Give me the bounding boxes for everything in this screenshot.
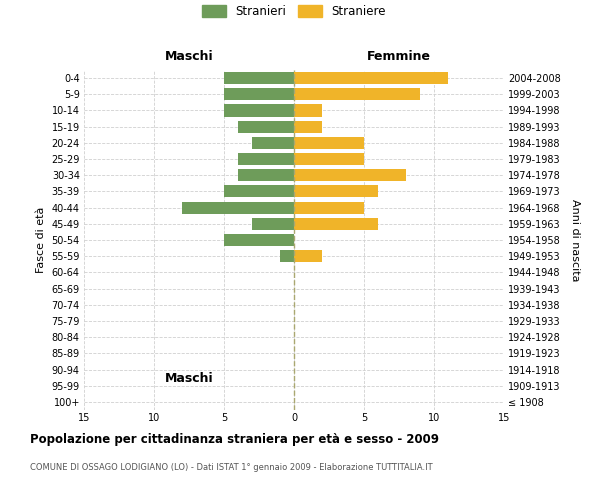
Bar	[294, 186, 378, 198]
Y-axis label: Fasce di età: Fasce di età	[36, 207, 46, 273]
Text: COMUNE DI OSSAGO LODIGIANO (LO) - Dati ISTAT 1° gennaio 2009 - Elaborazione TUTT: COMUNE DI OSSAGO LODIGIANO (LO) - Dati I…	[30, 462, 433, 471]
Bar	[294, 137, 364, 149]
Bar	[294, 153, 364, 165]
Bar	[294, 169, 406, 181]
Bar	[238, 169, 294, 181]
Y-axis label: Anni di nascita: Anni di nascita	[571, 198, 580, 281]
Bar	[224, 186, 294, 198]
Text: Maschi: Maschi	[164, 372, 214, 385]
Bar	[280, 250, 294, 262]
Bar	[252, 137, 294, 149]
Bar	[294, 88, 420, 101]
Bar	[294, 218, 378, 230]
Bar	[294, 104, 322, 117]
Bar	[182, 202, 294, 213]
Text: Popolazione per cittadinanza straniera per età e sesso - 2009: Popolazione per cittadinanza straniera p…	[30, 432, 439, 446]
Bar	[238, 153, 294, 165]
Bar	[224, 88, 294, 101]
Bar	[294, 202, 364, 213]
Bar	[224, 104, 294, 117]
Bar	[294, 72, 448, 84]
Text: Femmine: Femmine	[367, 50, 431, 62]
Legend: Stranieri, Straniere: Stranieri, Straniere	[199, 1, 389, 21]
Bar	[294, 120, 322, 132]
Bar	[252, 218, 294, 230]
Bar	[294, 250, 322, 262]
Bar	[224, 72, 294, 84]
Bar	[224, 234, 294, 246]
Bar	[238, 120, 294, 132]
Text: Maschi: Maschi	[164, 50, 214, 62]
